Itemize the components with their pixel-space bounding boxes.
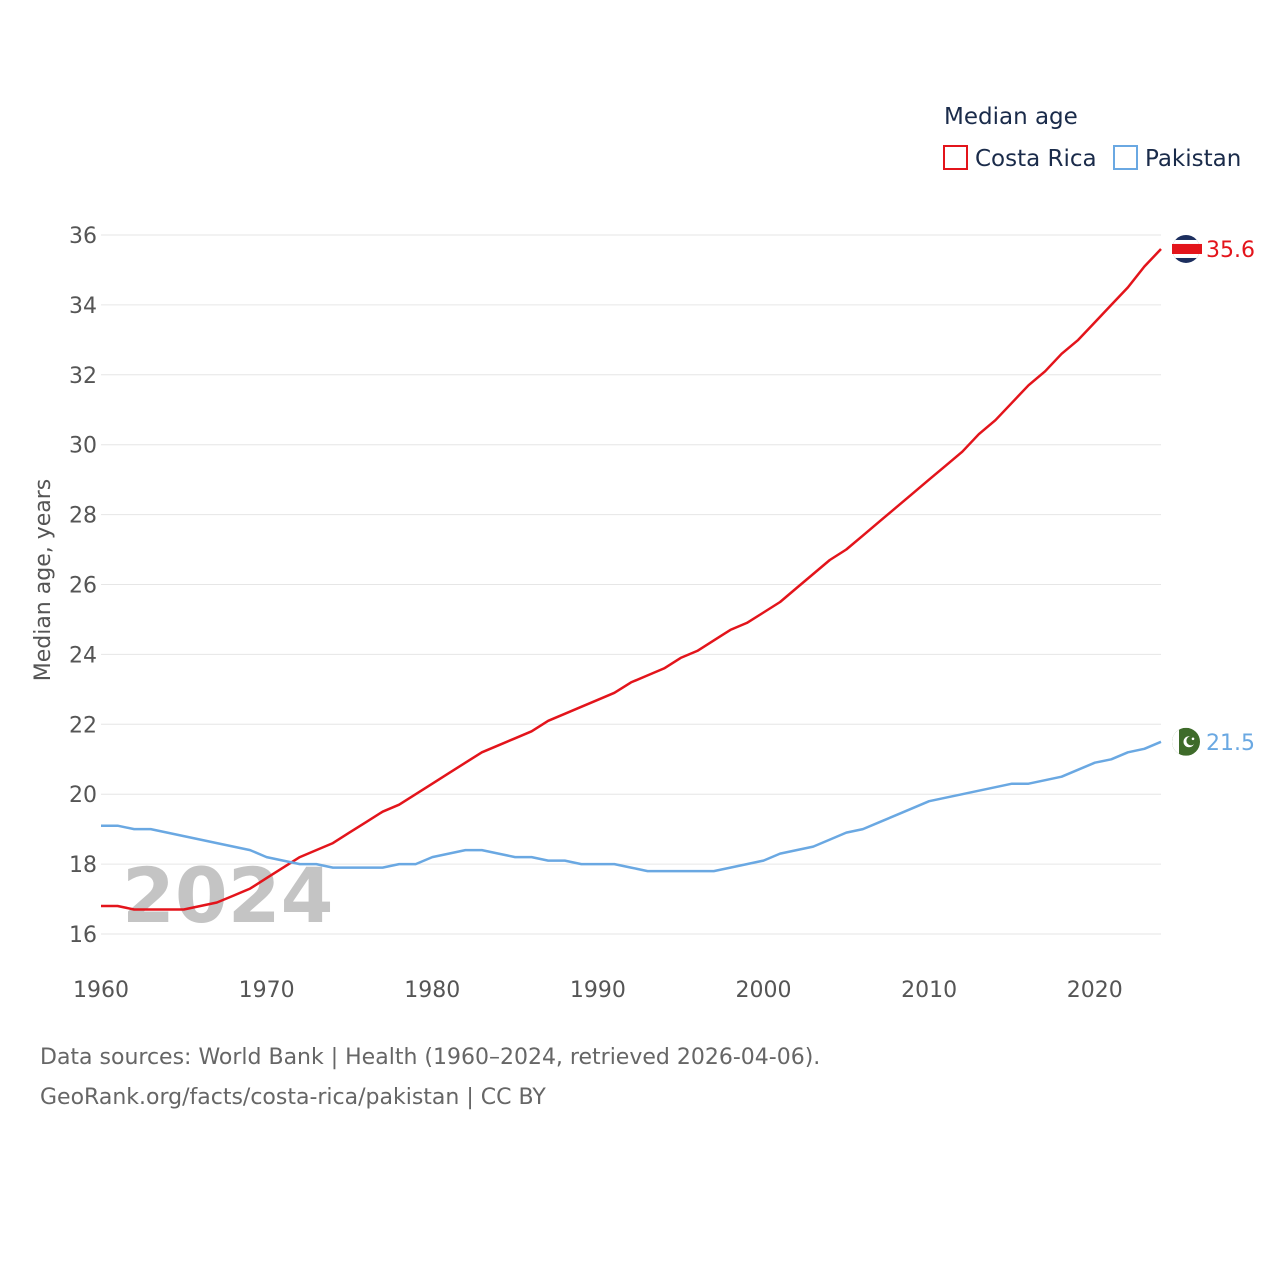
x-tick-label: 1970 (239, 978, 295, 1003)
legend-item-pakistan[interactable]: Pakistan (1113, 145, 1241, 172)
x-axis-ticks: 1960 1970 1980 1990 2000 2010 2020 (73, 978, 1123, 1003)
legend-item-costa-rica[interactable]: Costa Rica (943, 145, 1097, 172)
x-tick-label: 1990 (570, 978, 626, 1003)
legend-label-costa-rica: Costa Rica (975, 146, 1097, 172)
costa-rica-end-marker (1172, 243, 1202, 254)
y-tick-label: 36 (69, 224, 97, 249)
y-axis-ticks: 16 18 20 22 24 26 28 30 32 34 36 (69, 224, 97, 948)
pakistan-end-value: 21.5 (1206, 731, 1255, 756)
legend-swatch-costa-rica (943, 145, 968, 170)
legend: Median age Costa Rica Pakistan (943, 104, 1241, 172)
series-line-costa-rica[interactable] (101, 248, 1162, 911)
x-tick-label: 2010 (901, 978, 957, 1003)
y-tick-label: 22 (69, 713, 97, 738)
y-tick-label: 26 (69, 574, 97, 599)
y-tick-label: 18 (69, 853, 97, 878)
y-tick-label: 30 (69, 434, 97, 459)
pakistan-flag-icon (1172, 727, 1200, 756)
y-tick-label: 24 (69, 643, 97, 668)
costa-rica-end-value: 35.6 (1206, 238, 1255, 263)
y-tick-label: 20 (69, 783, 97, 808)
series-line-pakistan[interactable] (101, 740, 1162, 873)
y-tick-label: 34 (69, 294, 97, 319)
source-note: Data sources: World Bank | Health (1960–… (40, 1045, 821, 1070)
y-tick-label: 16 (69, 923, 97, 948)
year-watermark: 2024 (122, 851, 334, 940)
x-tick-label: 1960 (73, 978, 129, 1003)
series-endpoints: 35.6 21.5 (1172, 234, 1255, 756)
attribution-link[interactable]: GeoRank.org/facts/costa-rica/pakistan | … (40, 1085, 546, 1110)
x-tick-label: 2020 (1067, 978, 1123, 1003)
x-tick-label: 2000 (736, 978, 792, 1003)
series-lines (101, 248, 1162, 911)
legend-swatch-pakistan (1113, 145, 1138, 170)
y-tick-label: 32 (69, 364, 97, 389)
y-axis-title: Median age, years (31, 479, 56, 682)
grid-lines (101, 234, 1161, 935)
x-tick-label: 1980 (404, 978, 460, 1003)
legend-label-pakistan: Pakistan (1145, 146, 1241, 172)
legend-title: Median age (944, 104, 1078, 130)
y-tick-label: 28 (69, 504, 97, 529)
